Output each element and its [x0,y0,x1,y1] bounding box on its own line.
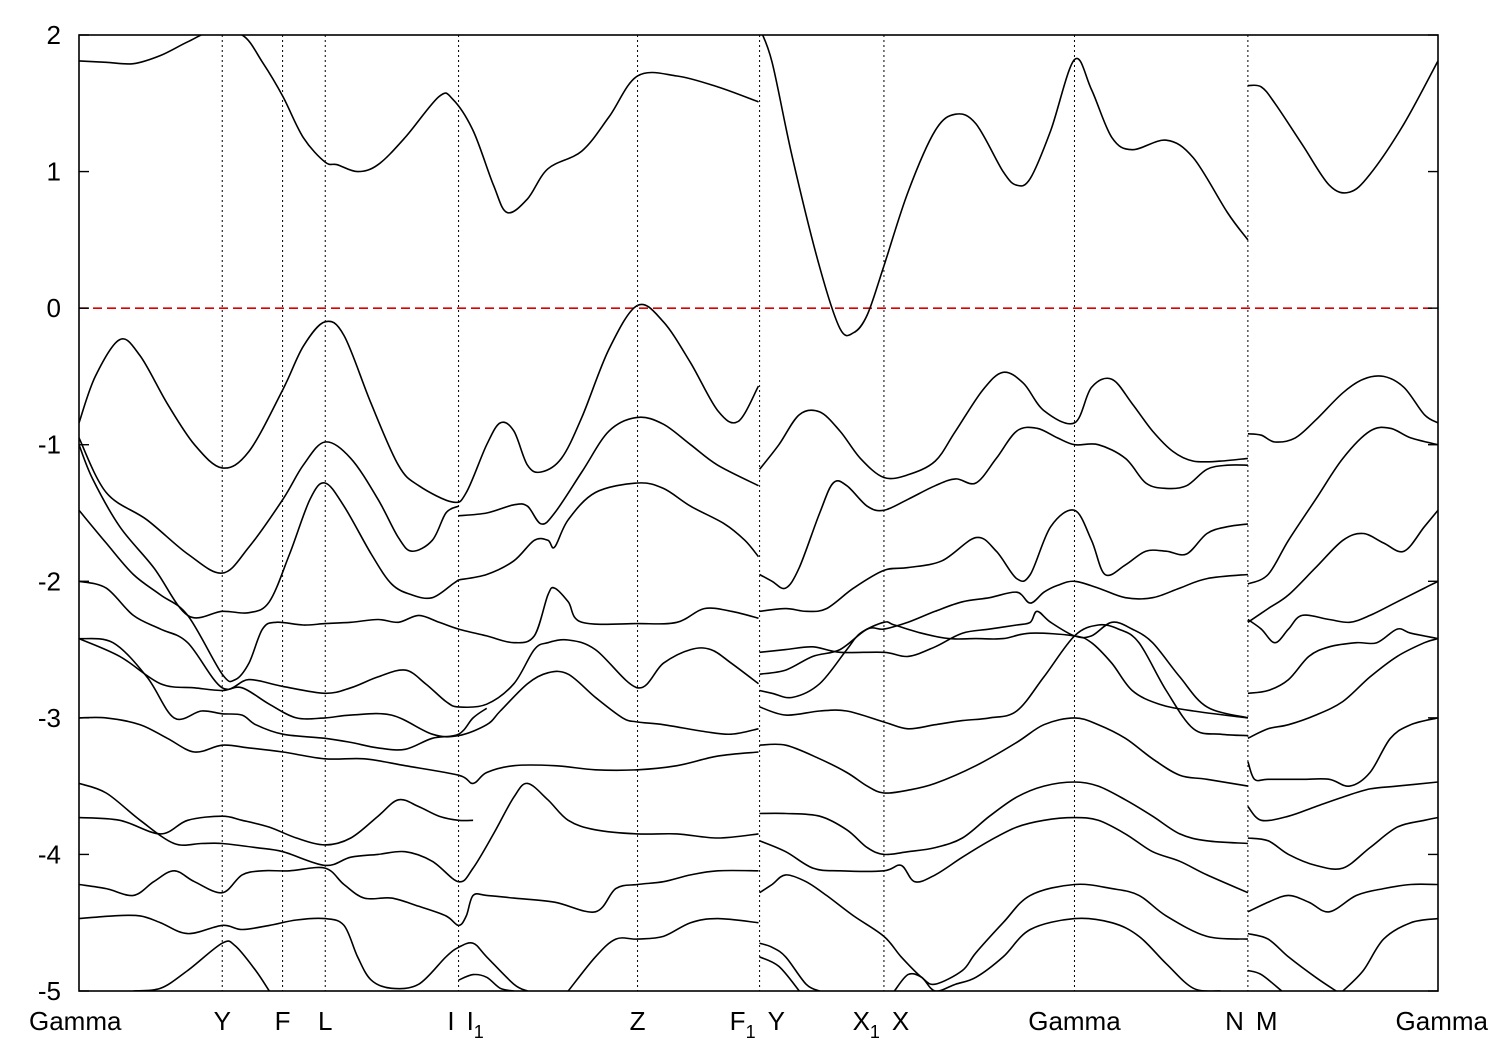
band-line [759,623,1248,737]
y-tick-label: -3 [38,703,61,733]
band-line [759,874,1248,986]
band-line [1247,426,1438,585]
band-line [133,940,270,991]
band-line [1247,509,1438,623]
y-tick-label: 0 [47,293,61,323]
band-line [79,303,760,504]
band-line [761,35,1249,337]
band-line [1247,932,1337,991]
band-line [458,416,759,525]
band-line [79,637,759,738]
y-tick-label: -2 [38,566,61,596]
x-tick-label: Y [214,1006,231,1036]
x-axis: Gamma Y F L I I1 Z F1 Y X1 X Gamma N M Gamma [29,1006,1489,1042]
band-line [759,509,1249,613]
band-line [79,580,759,709]
y-axis: 2 1 0 -1 -2 -3 -4 -5 [38,20,1438,1006]
band-line [759,610,1249,719]
x-tick-label: Gamma [29,1006,122,1036]
y-tick-label: 1 [47,157,61,187]
band-line [1247,969,1283,991]
y-tick-label: 2 [47,20,61,50]
x-tick-label: Gamma [1396,1006,1489,1036]
band-line [1247,717,1438,788]
y-tick-label: -4 [38,839,61,869]
band-line [1247,60,1438,194]
band-line [1247,781,1438,822]
band-line [1247,816,1438,871]
plot-frame [78,34,1439,992]
band-line [79,782,759,883]
band-lines [79,35,1438,991]
x-tick-label: F [275,1006,291,1036]
band-line [79,509,759,683]
band-line [759,426,1248,590]
x-tick-label: M [1256,1006,1278,1036]
band-line [759,942,821,991]
band-line [759,956,800,991]
band-line [759,621,1249,719]
x-tick-label: Z [630,1006,646,1036]
y-tick-label: -5 [38,976,61,1006]
band-line [1342,917,1438,991]
band-line [1247,580,1438,644]
band-line [79,798,474,846]
x-tick-label: F1 [730,1006,756,1042]
band-line [758,371,1248,480]
band-line [79,437,459,574]
band-line [759,573,1248,675]
band-line [79,716,759,785]
x-tick-label: X1 [853,1006,880,1042]
band-line [567,917,759,991]
band-line [1247,375,1438,443]
band-line [79,444,460,619]
y-tick-label: -1 [38,430,61,460]
band-line [79,35,759,214]
band-line [1247,637,1438,740]
band-line [1247,883,1438,913]
band-line [759,781,1248,856]
band-line [79,866,759,927]
band-line [893,917,1221,991]
band-line [458,973,515,991]
band-line [759,816,1249,894]
x-tick-label: Y [768,1006,785,1036]
band-line [79,637,488,751]
high-symmetry-lines [221,35,1249,991]
band-line [759,717,1249,794]
band-line [79,914,528,991]
x-tick-label: Gamma [1028,1006,1121,1036]
band-line [458,482,760,581]
x-tick-label: I1 [467,1006,484,1042]
x-tick-label: L [318,1006,332,1036]
x-tick-label: N [1225,1006,1244,1036]
band-line [1247,627,1438,695]
x-tick-label: I [447,1006,454,1036]
x-tick-label: X [892,1006,909,1036]
